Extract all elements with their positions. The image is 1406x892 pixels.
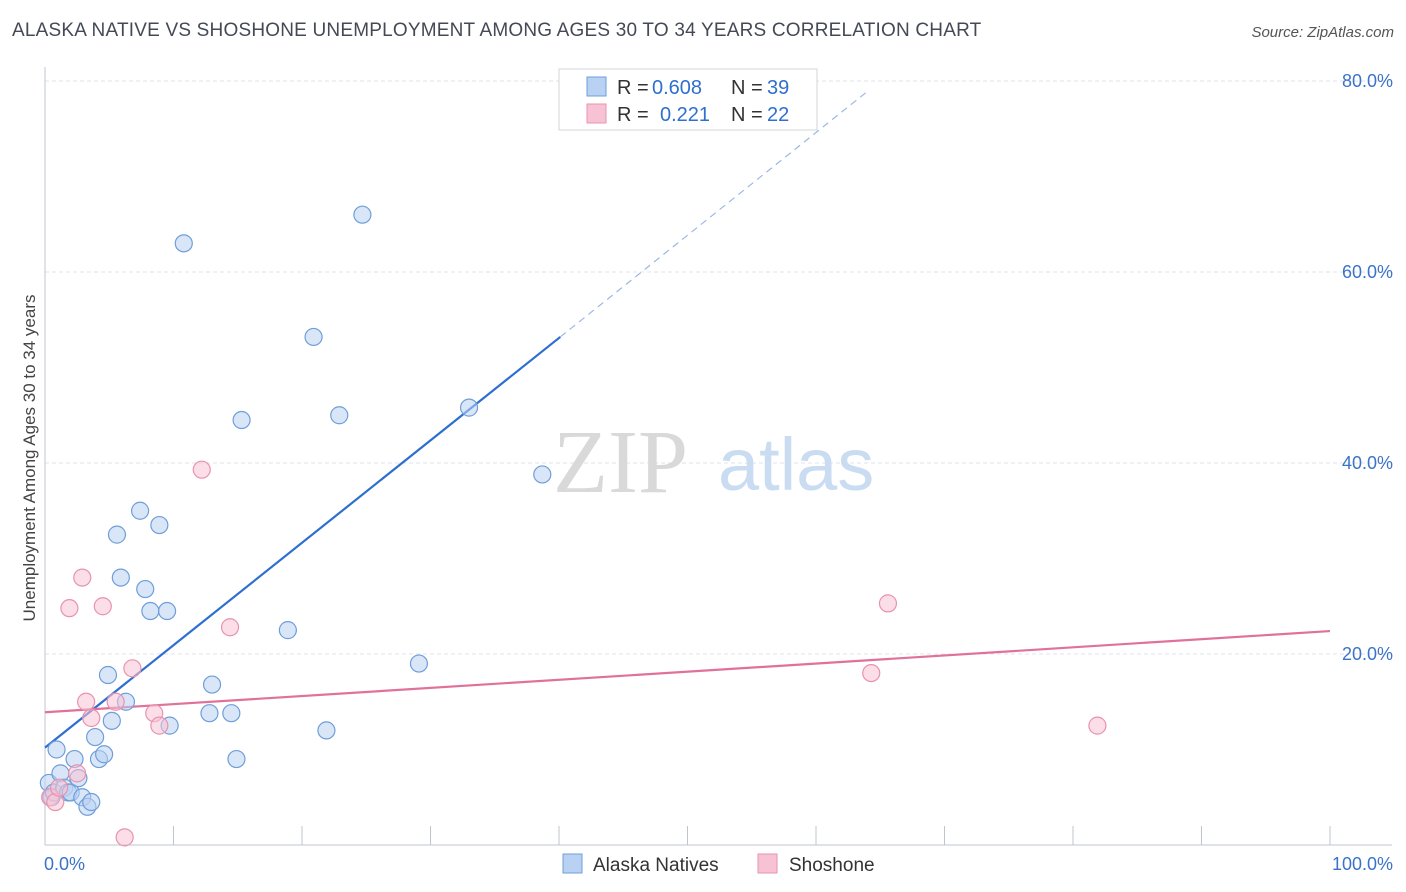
watermark-zip: ZIP <box>553 413 688 512</box>
y-tick-label: 40.0% <box>1342 453 1393 473</box>
bottom-legend-label-shoshone: Shoshone <box>789 855 875 876</box>
legend-n-value-2: 22 <box>767 104 789 126</box>
alaska-native-point <box>330 406 349 425</box>
bottom-legend-swatch-alaska <box>562 853 583 874</box>
shoshone-point <box>862 663 881 683</box>
alaska-native-point <box>102 711 121 730</box>
alaska-native-point <box>95 745 114 764</box>
shoshone-point <box>150 716 169 735</box>
chart-title: ALASKA NATIVE VS SHOSHONE UNEMPLOYMENT A… <box>12 20 982 41</box>
shoshone-point <box>878 594 898 613</box>
alaska-native-point <box>409 654 429 673</box>
alaska-native-point <box>136 579 155 599</box>
legend-r-label-2: R = <box>617 104 649 126</box>
shoshone-trend-line <box>44 629 1331 714</box>
x-tick-label: 0.0% <box>44 854 85 874</box>
legend-r-label-1: R = <box>617 77 649 99</box>
shoshone-point <box>50 778 69 797</box>
shoshone-point <box>93 597 112 616</box>
alaska-native-point <box>353 205 372 224</box>
shoshone-point <box>192 460 211 479</box>
alaska-native-point <box>227 749 246 769</box>
shoshone-point <box>68 764 87 783</box>
alaska-native-point <box>107 525 127 544</box>
legend-swatch-shoshone <box>586 103 607 124</box>
alaska-native-point <box>82 792 101 812</box>
alaska-native-point <box>174 234 193 253</box>
watermark-atlas: atlas <box>718 423 874 506</box>
alaska-native-point <box>222 704 241 723</box>
alaska-native-point <box>141 601 160 621</box>
shoshone-point <box>60 599 79 618</box>
y-tick-label: 80.0% <box>1342 71 1393 91</box>
axes <box>44 67 1392 846</box>
y-tick-labels: 20.0% 40.0% 60.0% 80.0% <box>1342 71 1393 664</box>
y-axis-label: Unemployment Among Ages 30 to 34 years <box>20 295 39 622</box>
legend-n-label-2: N = <box>731 104 763 126</box>
shoshone-point <box>106 692 125 711</box>
alaska-native-point <box>98 665 118 685</box>
data-points <box>39 205 1107 847</box>
shoshone-point <box>82 708 101 728</box>
alaska-native-point <box>86 727 105 747</box>
shoshone-point <box>1088 716 1107 735</box>
alaska-native-point <box>533 465 552 484</box>
bottom-legend-swatch-shoshone <box>757 853 778 874</box>
alaska-native-point <box>278 621 297 640</box>
y-tick-label: 20.0% <box>1342 644 1393 664</box>
x-tick-label: 100.0% <box>1332 854 1393 874</box>
bottom-legend: Alaska Natives Shoshone <box>562 853 875 876</box>
legend-swatch-alaska <box>586 76 607 97</box>
alaska-native-point <box>459 398 479 417</box>
alaska-native-point <box>150 515 169 535</box>
alaska-trend-line <box>44 336 561 749</box>
alaska-native-point <box>232 410 251 430</box>
shoshone-point <box>73 568 92 587</box>
alaska-native-point <box>304 327 323 347</box>
shoshone-point <box>115 828 134 847</box>
alaska-native-point <box>317 721 336 740</box>
legend-r-value-1: 0.608 <box>652 77 702 99</box>
alaska-native-point <box>111 568 130 587</box>
grid-lines <box>45 80 1392 655</box>
shoshone-point <box>77 692 96 711</box>
alaska-native-point <box>200 704 219 723</box>
legend-r-value-2: 0.221 <box>660 104 710 126</box>
y-tick-label: 60.0% <box>1342 262 1393 282</box>
legend-n-label-1: N = <box>731 77 763 99</box>
alaska-native-point <box>130 501 150 520</box>
shoshone-point <box>220 618 240 637</box>
watermark: ZIP atlas <box>553 413 874 512</box>
bottom-legend-label-alaska: Alaska Natives <box>593 855 719 876</box>
alaska-native-point <box>202 675 222 694</box>
source-label: Source: ZipAtlas.com <box>1251 24 1394 41</box>
x-tick-labels: 0.0% 100.0% <box>44 854 1393 874</box>
legend-box: R = 0.608 N = 39 R = 0.221 N = 22 <box>558 68 818 131</box>
legend-n-value-1: 39 <box>767 77 789 99</box>
alaska-native-point <box>157 601 177 621</box>
alaska-trend-extension <box>559 91 867 338</box>
shoshone-point <box>123 659 142 678</box>
alaska-native-point <box>47 740 66 759</box>
